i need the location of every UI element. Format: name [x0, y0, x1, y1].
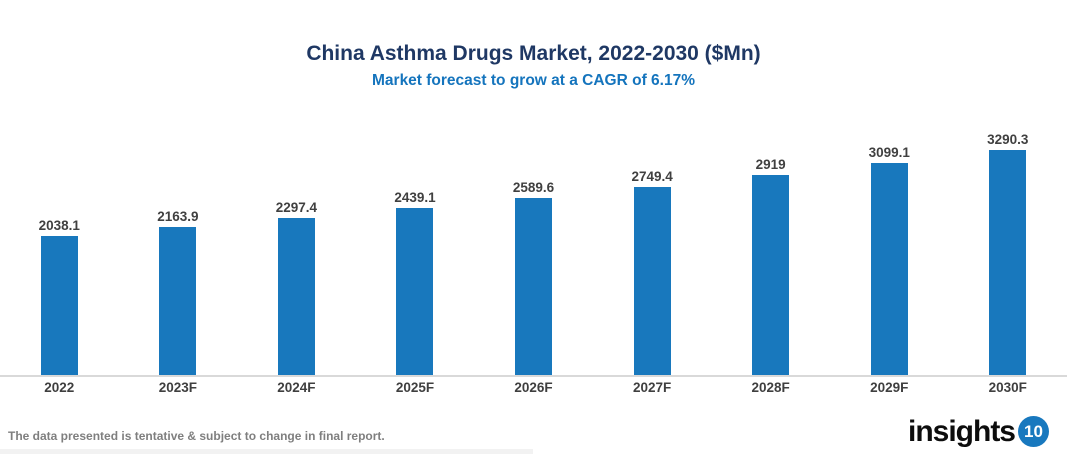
chart-subtitle: Market forecast to grow at a CAGR of 6.1…: [372, 72, 695, 89]
footer-disclaimer: The data presented is tentative & subjec…: [8, 429, 385, 443]
bar-2030F: [989, 150, 1027, 375]
bar-column: 2589.6: [474, 180, 593, 375]
logo-text: insights: [907, 414, 1016, 448]
bar-2026F: [515, 198, 553, 375]
x-axis-line: [0, 375, 1067, 377]
x-axis-label: 2022: [44, 380, 75, 395]
bar-2027F: [633, 187, 671, 375]
bar-column: 2038.1: [0, 218, 119, 375]
x-axis-label: 2026F: [514, 380, 553, 395]
bar-column: 2439.1: [356, 190, 475, 375]
bar-2024F: [277, 218, 315, 375]
x-axis-label: 2024F: [277, 380, 316, 395]
bar-column: 2749.4: [593, 169, 712, 375]
bar-column: 2163.9: [119, 209, 238, 375]
bar-2025F: [396, 208, 434, 375]
bar-column: 2297.4: [237, 200, 356, 375]
chart-title: China Asthma Drugs Market, 2022-2030 ($M…: [306, 42, 761, 65]
bar-2023F: [159, 227, 197, 375]
bar-column: 3099.1: [830, 145, 949, 375]
x-axis-label: 2025F: [395, 380, 435, 395]
bar-column: 2919: [711, 157, 830, 375]
bar-value-label: 2297.4: [275, 200, 318, 215]
bar-column: 3290.3: [949, 132, 1067, 375]
x-axis-label: 2030F: [988, 380, 1027, 395]
x-axis-label: 2029F: [870, 380, 909, 395]
x-axis-label: 2027F: [632, 380, 672, 395]
bar-value-label: 2038.1: [38, 218, 80, 233]
bar-value-label: 2589.6: [512, 180, 555, 195]
bar-2022: [40, 236, 78, 375]
insights10-logo: insights 10: [908, 416, 1049, 447]
bar-value-label: 3099.1: [868, 145, 910, 160]
x-axis-label: 2023F: [158, 380, 197, 395]
footer-strip: [0, 449, 533, 454]
x-axis-label: 2028F: [751, 380, 790, 395]
bar-2029F: [870, 163, 908, 375]
bar-value-label: 2163.9: [157, 209, 199, 224]
bar-value-label: 2749.4: [631, 169, 673, 184]
bar-value-label: 3290.3: [987, 132, 1029, 147]
logo-badge-circle: 10: [1018, 416, 1049, 447]
bar-2028F: [752, 175, 790, 375]
bar-chart-plot-area: 2038.1 2163.9 2297.4 2439.1 2589.6 2749.4 2919…: [0, 132, 1067, 375]
bar-value-label: 2919: [755, 157, 786, 172]
x-axis-labels: 2022 2023F 2024F 2025F 2026F 2027F 2028F 2029F 2…: [0, 380, 1067, 395]
bar-value-label: 2439.1: [394, 190, 436, 205]
